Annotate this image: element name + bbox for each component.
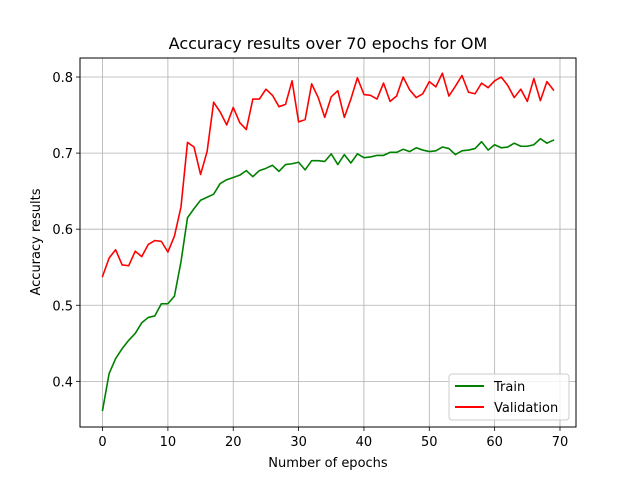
series-layer [101,72,555,412]
x-tick-label: 10 [160,435,177,450]
y-tick-label: 0.7 [52,147,73,162]
legend-train-label: Train [493,380,525,395]
axis-ticks: 0 10 20 30 40 50 60 70 0.4 0.5 0.6 0.7 0.8 [52,71,568,450]
y-tick-label: 0.5 [52,299,73,314]
plot-frame [79,57,577,428]
x-tick-label: 20 [225,435,242,450]
series-line-validation [101,72,555,278]
x-tick-label: 60 [486,435,503,450]
x-tick-label: 0 [98,435,106,450]
legend-validation-label: Validation [494,401,558,416]
grid [80,58,576,427]
x-tick-label: 50 [421,435,438,450]
y-tick-label: 0.6 [52,223,73,238]
x-axis-label: Number of epochs [268,456,388,471]
y-axis-label: Accuracy results [29,188,44,295]
x-tick-label: 30 [290,435,307,450]
series-line-train [101,137,555,412]
legend: Train Validation [448,373,570,421]
x-tick-label: 40 [356,435,373,450]
y-tick-label: 0.4 [52,375,73,390]
y-tick-label: 0.8 [52,71,73,86]
chart-title: Accuracy results over 70 epochs for OM [169,34,488,53]
x-tick-label: 70 [552,435,569,450]
